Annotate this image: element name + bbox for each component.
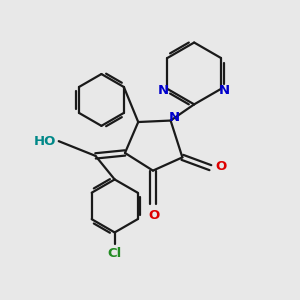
Text: N: N — [158, 84, 169, 97]
Text: N: N — [219, 84, 230, 97]
Text: Cl: Cl — [107, 247, 122, 260]
Text: N: N — [169, 111, 180, 124]
Text: HO: HO — [34, 135, 56, 148]
Text: O: O — [216, 160, 227, 173]
Text: O: O — [148, 209, 160, 223]
